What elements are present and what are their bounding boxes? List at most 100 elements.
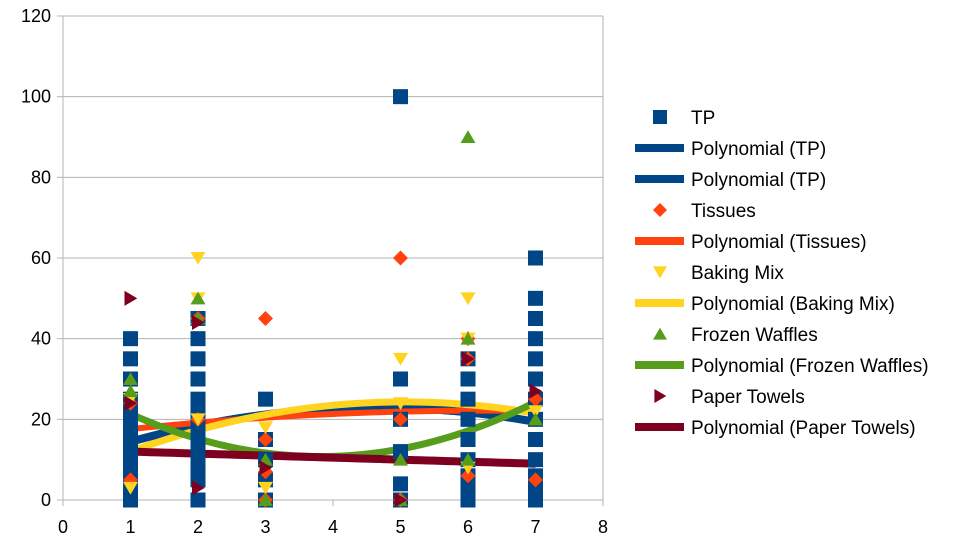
legend-label: Polynomial (TP)	[691, 170, 826, 191]
legend-label: Polynomial (Tissues)	[691, 232, 867, 253]
legend-label: Polynomial (Frozen Waffles)	[691, 356, 929, 377]
point-square-0-49	[528, 480, 543, 496]
point-triangle-right-4-3	[192, 480, 205, 496]
point-triangle-up-3-1	[123, 384, 138, 398]
point-triangle-up-3-9	[460, 331, 476, 345]
x-tick-label: 1	[125, 517, 135, 537]
point-diamond-1-13	[460, 468, 476, 484]
point-triangle-up-3-5	[258, 493, 273, 506]
point-square-0-52	[528, 432, 543, 447]
legend-label: TP	[691, 108, 715, 129]
point-square-0-13	[123, 331, 138, 347]
point-triangle-right-4-7	[529, 383, 543, 399]
point-square-0-48	[528, 492, 543, 508]
point-square-0-58	[528, 311, 543, 326]
data-points	[123, 89, 543, 508]
legend-symbol-0	[653, 110, 667, 124]
legend-symbol-7	[653, 327, 667, 340]
point-triangle-right-4-1	[124, 395, 138, 411]
x-tick-label: 4	[328, 517, 338, 537]
point-triangle-down-2-4	[190, 413, 206, 427]
x-tick-label: 7	[530, 517, 540, 537]
point-triangle-right-4-6	[462, 351, 475, 367]
point-square-0-56	[528, 351, 543, 367]
point-square-0-25	[190, 351, 206, 367]
legend-label: Polynomial (Baking Mix)	[691, 294, 895, 315]
x-tick-label: 5	[395, 517, 405, 537]
point-square-0-51	[528, 452, 543, 468]
x-tick-label: 0	[58, 517, 68, 537]
point-triangle-down-2-1	[123, 481, 138, 495]
point-square-0-35	[393, 444, 408, 460]
point-triangle-up-3-8	[460, 130, 476, 143]
point-square-0-24	[190, 371, 206, 387]
point-triangle-up-3-2	[190, 291, 206, 305]
legend-symbol-5	[653, 266, 667, 279]
point-triangle-down-2-12	[528, 405, 543, 419]
point-square-0-40	[460, 480, 476, 496]
point-square-0-23	[190, 391, 206, 407]
point-triangle-down-2-9	[460, 292, 476, 306]
point-diamond-1-4	[258, 311, 273, 326]
point-square-0-46	[460, 371, 476, 387]
point-square-0-43	[460, 432, 476, 447]
point-triangle-right-4-2	[192, 315, 205, 331]
point-square-0-57	[528, 331, 543, 347]
point-square-0-34	[393, 476, 408, 492]
point-square-0-45	[460, 391, 476, 407]
legend-label: Baking Mix	[691, 263, 784, 284]
legend: TP Polynomial (TP) Polynomial (TP) Tissues P…	[635, 108, 929, 439]
point-triangle-down-2-7	[393, 352, 408, 366]
point-square-0-14	[190, 492, 206, 508]
point-diamond-1-5	[258, 432, 273, 447]
point-triangle-down-2-8	[393, 397, 408, 410]
x-tick-label: 3	[260, 517, 270, 537]
point-square-0-39	[460, 492, 476, 508]
point-square-0-0	[123, 492, 138, 508]
point-triangle-down-2-2	[190, 252, 206, 265]
point-square-0-26	[190, 331, 206, 347]
point-square-0-12	[123, 351, 138, 367]
point-square-0-59	[528, 290, 543, 306]
point-diamond-1-15	[528, 472, 543, 488]
x-tick-label: 6	[463, 517, 473, 537]
x-tick-label: 2	[193, 517, 203, 537]
point-square-0-19	[190, 432, 206, 447]
legend-label: Polynomial (Paper Towels)	[691, 418, 916, 439]
point-diamond-1-9	[393, 411, 408, 427]
point-square-0-55	[528, 371, 543, 387]
x-tick-label: 8	[598, 517, 608, 537]
legend-symbol-3	[653, 203, 667, 217]
point-triangle-right-4-4	[259, 460, 273, 476]
point-square-0-6	[123, 432, 138, 447]
point-square-0-44	[460, 411, 476, 427]
y-tick-label: 120	[21, 6, 51, 26]
y-tick-label: 60	[31, 248, 51, 268]
point-square-0-60	[528, 250, 543, 266]
point-triangle-down-2-5	[258, 421, 273, 435]
y-tick-label: 20	[31, 409, 51, 429]
y-tick-label: 40	[31, 329, 51, 349]
point-square-0-38	[393, 89, 408, 105]
legend-label: Frozen Waffles	[691, 325, 818, 346]
y-tick-label: 0	[41, 490, 51, 510]
legend-symbol-9	[654, 389, 667, 403]
point-triangle-up-3-6	[393, 452, 408, 466]
point-square-0-37	[393, 371, 408, 387]
point-square-0-18	[190, 444, 206, 460]
legend-label: Polynomial (TP)	[691, 139, 826, 160]
point-square-0-5	[123, 444, 138, 460]
point-triangle-up-3-0	[123, 372, 138, 385]
point-triangle-right-4-5	[394, 492, 408, 508]
y-tick-label: 100	[21, 87, 51, 107]
legend-label: Paper Towels	[691, 387, 805, 408]
y-tick-label: 80	[31, 167, 51, 187]
point-square-0-32	[258, 391, 273, 407]
point-triangle-right-4-0	[124, 290, 138, 306]
point-diamond-1-8	[393, 250, 408, 266]
point-triangle-up-3-11	[528, 412, 543, 426]
point-triangle-down-2-6	[258, 481, 273, 495]
grid	[63, 15, 603, 501]
legend-label: Tissues	[691, 201, 756, 222]
